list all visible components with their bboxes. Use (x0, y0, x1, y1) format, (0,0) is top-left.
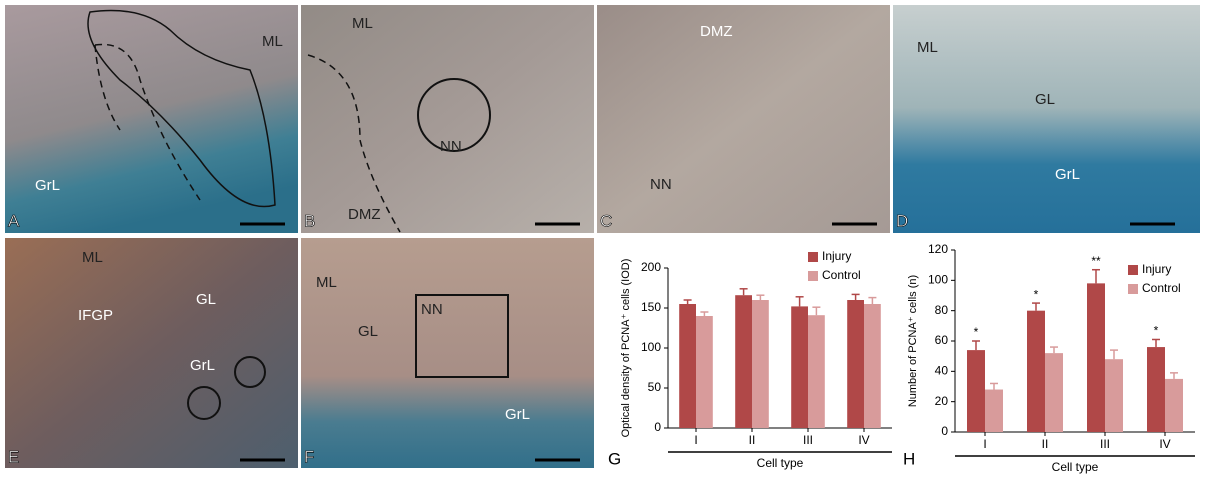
significance-label: * (1154, 324, 1159, 338)
y-tick-label: 100 (928, 273, 948, 287)
panel-a: ML GrL A (5, 5, 298, 233)
y-tick-label: 40 (935, 364, 949, 378)
micrograph (301, 238, 594, 468)
bar (752, 300, 769, 428)
region-label: ML (917, 39, 938, 56)
region-label: GrL (505, 406, 530, 423)
y-tick-label: 60 (935, 333, 949, 347)
bar (1165, 379, 1183, 432)
bar (696, 316, 713, 428)
region-label: GrL (35, 177, 60, 194)
panel-letter: E (8, 447, 19, 466)
x-axis-label: Cell type (1052, 460, 1099, 474)
bar (967, 350, 985, 432)
y-tick-label: 0 (941, 424, 948, 438)
y-tick-label: 100 (641, 340, 661, 354)
y-tick-label: 200 (641, 260, 661, 274)
region-label: GL (196, 291, 216, 308)
panel-letter: B (304, 211, 315, 230)
y-tick-label: 150 (641, 300, 661, 314)
bar (808, 315, 825, 428)
panel-letter: A (8, 211, 20, 230)
y-tick-label: 20 (935, 394, 949, 408)
y-tick-label: 0 (654, 420, 661, 434)
y-tick-label: 120 (928, 242, 948, 256)
panel-letter: H (903, 449, 915, 468)
region-label: NN (440, 138, 462, 155)
region-label: ML (352, 15, 373, 32)
region-label: GL (1035, 91, 1055, 108)
x-tick-label: III (803, 433, 813, 447)
y-tick-label: 50 (648, 380, 662, 394)
significance-label: * (974, 325, 979, 339)
bar (1147, 347, 1165, 432)
x-tick-label: IV (858, 433, 869, 447)
panel-c: DMZ NN C (597, 5, 890, 233)
y-tick-label: 80 (935, 303, 949, 317)
x-axis-label: Cell type (757, 456, 804, 470)
panel-e: ML IFGP GL GrL E (5, 238, 298, 468)
region-label: NN (421, 301, 443, 318)
legend-label: Injury (1142, 262, 1171, 276)
region-label: DMZ (348, 206, 381, 223)
panel-letter: C (600, 211, 612, 230)
x-tick-label: I (694, 433, 697, 447)
legend-swatch (1128, 284, 1138, 294)
significance-label: * (1034, 287, 1039, 301)
bar (735, 295, 752, 428)
bar (679, 304, 696, 428)
region-label: GrL (190, 357, 215, 374)
region-label: IFGP (78, 307, 113, 324)
x-tick-label: IV (1159, 437, 1170, 451)
x-tick-label: II (1042, 437, 1049, 451)
panel-f: ML GL NN GrL F (301, 238, 594, 468)
bar (791, 306, 808, 428)
y-axis-label: Number of PCNA⁺ cells (n) (907, 275, 919, 407)
bar (985, 390, 1003, 432)
legend-label: Injury (822, 249, 851, 263)
region-label: ML (316, 274, 337, 291)
region-label: GrL (1055, 166, 1080, 183)
x-tick-label: I (983, 437, 986, 451)
legend-label: Control (822, 268, 861, 282)
legend-swatch (1128, 265, 1138, 275)
significance-label: ** (1091, 254, 1101, 268)
panel-letter: G (608, 449, 621, 468)
region-label: ML (262, 33, 283, 50)
y-axis-label: Optical density of PCNA⁺ cells (IOD) (620, 259, 632, 438)
region-label: ML (82, 249, 103, 266)
region-label: NN (650, 176, 672, 193)
figure: ML GrL A ML NN DMZ B DMZ NN C ML GL GrL … (0, 0, 1205, 474)
bar (847, 300, 864, 428)
region-label: DMZ (700, 23, 733, 40)
region-label: GL (358, 323, 378, 340)
micrograph (597, 5, 890, 233)
legend-label: Control (1142, 281, 1181, 295)
legend-swatch (808, 271, 818, 281)
bar (1027, 311, 1045, 432)
micrograph (893, 5, 1200, 233)
bar (1087, 283, 1105, 432)
panel-letter: F (304, 447, 314, 466)
bar (1105, 359, 1123, 432)
micrograph (5, 238, 298, 468)
panel-b: ML NN DMZ B (301, 5, 594, 233)
micrograph (301, 5, 594, 233)
legend-swatch (808, 252, 818, 262)
x-tick-label: III (1100, 437, 1110, 451)
panel-d: ML GL GrL D (893, 5, 1200, 233)
bar (864, 304, 881, 428)
panel-letter: D (896, 211, 908, 230)
bar (1045, 353, 1063, 432)
micrograph (5, 5, 298, 233)
x-tick-label: II (749, 433, 756, 447)
